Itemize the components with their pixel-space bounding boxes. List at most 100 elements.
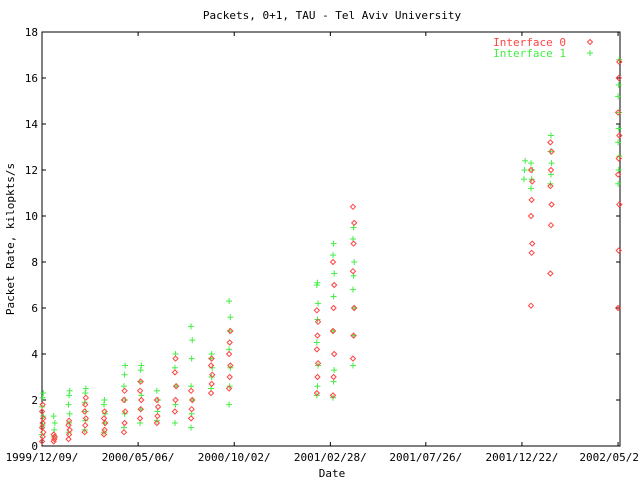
- data-point-interface-1: [349, 362, 356, 369]
- data-point-interface-1: [615, 81, 622, 88]
- y-tick-label: 18: [25, 26, 38, 39]
- data-point-interface-0: [82, 415, 90, 422]
- data-point-interface-0: [65, 431, 73, 438]
- data-point-interface-0: [615, 155, 622, 162]
- data-point-interface-0: [39, 419, 46, 427]
- data-point-interface-0: [547, 182, 554, 190]
- data-point-interface-1: [331, 270, 338, 277]
- data-point-interface-1: [101, 397, 108, 403]
- data-point-interface-1: [226, 401, 233, 408]
- data-point-interface-0: [40, 428, 47, 436]
- data-point-interface-1: [82, 385, 89, 392]
- data-point-interface-0: [314, 373, 321, 381]
- data-point-interface-0: [313, 389, 321, 397]
- y-tick-label: 6: [31, 302, 38, 315]
- data-point-interface-0: [314, 332, 321, 339]
- data-point-interface-1: [138, 362, 145, 369]
- data-point-interface-0: [171, 369, 179, 376]
- data-point-interface-0: [81, 408, 88, 415]
- data-point-interface-1: [548, 160, 555, 167]
- data-point-interface-1: [615, 180, 622, 187]
- data-point-interface-1: [314, 279, 321, 286]
- data-point-interface-0: [329, 327, 337, 335]
- data-point-interface-0: [138, 396, 145, 404]
- data-point-interface-1: [520, 176, 527, 183]
- data-point-interface-1: [528, 185, 535, 192]
- data-point-interface-0: [615, 247, 622, 254]
- data-point-interface-1: [66, 387, 73, 394]
- data-point-interface-0: [100, 431, 108, 438]
- data-point-interface-0: [82, 401, 89, 408]
- data-point-interface-0: [172, 396, 179, 404]
- data-point-interface-1: [227, 314, 234, 321]
- legend-marker-interface-1: [587, 50, 593, 56]
- data-point-interface-1: [188, 424, 195, 431]
- data-point-interface-0: [616, 132, 623, 139]
- data-point-interface-1: [226, 298, 233, 305]
- data-point-interface-1: [351, 259, 358, 265]
- legend-label-interface-0: Interface 0: [493, 36, 566, 49]
- data-point-interface-1: [522, 157, 529, 164]
- data-point-interface-0: [208, 355, 215, 362]
- data-point-interface-0: [187, 387, 195, 395]
- data-point-interface-0: [65, 435, 72, 443]
- data-point-interface-1: [188, 323, 195, 330]
- data-point-interface-0: [226, 373, 233, 381]
- data-point-interface-0: [614, 109, 622, 116]
- data-point-interface-0: [349, 203, 357, 211]
- data-point-interface-0: [100, 415, 108, 422]
- y-tick-label: 8: [31, 256, 38, 269]
- data-point-interface-0: [120, 396, 128, 404]
- x-tick-label: 2001/07/26/: [389, 451, 462, 464]
- data-point-interface-0: [615, 74, 622, 82]
- data-point-interface-0: [121, 408, 129, 415]
- legend-label-interface-1: Interface 1: [493, 47, 566, 60]
- data-point-interface-0: [121, 419, 128, 427]
- y-tick-label: 14: [25, 118, 39, 131]
- data-point-interface-0: [40, 415, 47, 422]
- data-point-interface-0: [101, 408, 108, 415]
- data-point-interface-1: [547, 132, 554, 139]
- data-point-interface-0: [38, 408, 46, 415]
- data-point-interface-1: [65, 401, 72, 408]
- data-point-interface-0: [330, 304, 337, 312]
- data-point-interface-0: [172, 382, 180, 390]
- data-point-interface-0: [39, 401, 46, 408]
- data-point-interface-0: [82, 422, 89, 429]
- data-point-interface-0: [547, 221, 555, 229]
- y-tick-label: 10: [25, 210, 38, 223]
- data-point-interface-1: [122, 362, 129, 369]
- y-tick-label: 0: [31, 440, 38, 453]
- y-tick-label: 12: [25, 164, 38, 177]
- data-point-interface-1: [521, 167, 528, 173]
- data-point-interface-0: [313, 346, 321, 353]
- data-point-interface-0: [225, 385, 233, 392]
- data-point-interface-0: [529, 178, 536, 185]
- y-axis-label: Packet Rate, kilopkts/s: [4, 163, 17, 315]
- data-point-interface-1: [349, 286, 356, 293]
- data-point-interface-0: [65, 422, 72, 429]
- data-point-interface-0: [39, 433, 46, 441]
- data-point-interface-0: [547, 139, 554, 146]
- data-point-interface-1: [329, 252, 336, 259]
- data-point-interface-0: [350, 240, 357, 247]
- x-tick-label: 2001/02/28/: [294, 451, 367, 464]
- x-tick-label: 1999/12/09/: [6, 451, 79, 464]
- data-point-interface-0: [82, 394, 90, 401]
- data-point-interface-0: [548, 201, 555, 208]
- data-point-interface-0: [66, 426, 73, 434]
- y-tick-label: 4: [31, 348, 38, 361]
- data-point-interface-0: [153, 419, 161, 427]
- data-point-interface-0: [120, 428, 128, 436]
- data-point-interface-0: [547, 166, 555, 174]
- data-point-interface-0: [330, 281, 338, 289]
- data-point-interface-1: [51, 420, 58, 426]
- data-point-interface-1: [50, 413, 57, 420]
- data-point-interface-0: [529, 240, 536, 247]
- data-point-interface-0: [330, 350, 338, 358]
- data-point-interface-0: [121, 387, 128, 395]
- x-tick-label: 2001/12/22/: [486, 451, 559, 464]
- data-point-interface-0: [38, 424, 46, 431]
- data-point-interface-0: [136, 387, 144, 395]
